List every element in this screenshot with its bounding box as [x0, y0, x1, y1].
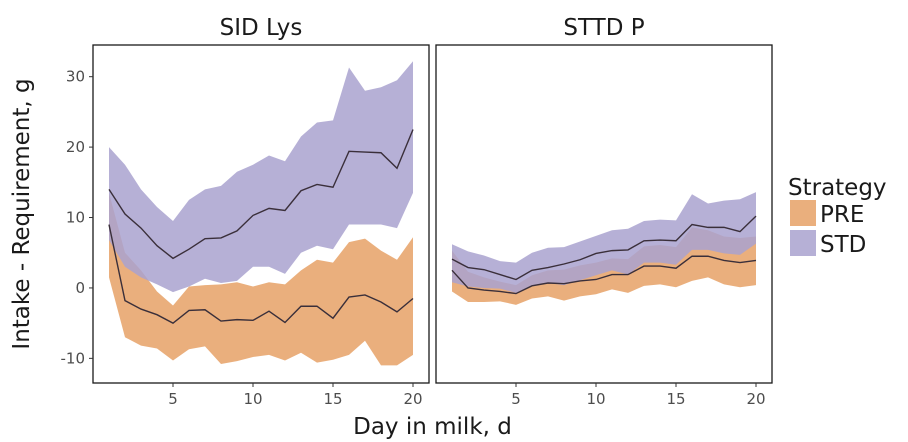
mean-line-std-sid-lys	[108, 129, 414, 260]
y-tick-label: 20	[66, 138, 85, 156]
x-tick-label: 20	[746, 390, 765, 408]
y-axis-title: Intake - Requirement, g	[9, 78, 35, 349]
panel-border-sttd-p	[435, 44, 773, 384]
x-tick-label: 10	[243, 390, 262, 408]
panel-data-sid-lys	[108, 61, 414, 366]
legend-label-std: STD	[820, 232, 866, 258]
x-tick-label: 5	[168, 390, 178, 408]
ribbon-std-sttd-p	[452, 192, 756, 293]
x-tick-label: 20	[403, 390, 422, 408]
x-axis-title: Day in milk, d	[353, 414, 512, 440]
legend-title: Strategy	[788, 175, 887, 201]
ribbon-pre-sid-lys	[109, 192, 413, 366]
mean-line-pre-sttd-p	[451, 255, 757, 295]
x-tick-label: 15	[323, 390, 342, 408]
panel-sttd-p: STTD P 5 10 15 20	[435, 15, 773, 408]
legend-swatch-pre	[790, 200, 816, 226]
panel-sid-lys: SID Lys 5 10 15 20 -10 0 10 20 30	[61, 15, 430, 408]
panel-border-sid-lys	[92, 44, 430, 384]
y-tick-label: 0	[75, 279, 85, 297]
x-tick-label: 10	[586, 390, 605, 408]
legend-swatch-std	[790, 230, 816, 256]
x-tick-label: 5	[511, 390, 521, 408]
y-tick-label: 10	[66, 209, 85, 227]
mean-line-pre-sid-lys	[108, 224, 414, 324]
x-tick-label: 15	[666, 390, 685, 408]
y-tick-label: 30	[66, 68, 85, 86]
legend-label-pre: PRE	[820, 202, 864, 228]
y-tick-label: -10	[61, 349, 86, 367]
mean-line-std-sttd-p	[451, 215, 757, 281]
panel-data-sttd-p	[451, 192, 757, 305]
panel-title-sid-lys: SID Lys	[220, 15, 303, 41]
panel-title-sttd-p: STTD P	[563, 15, 644, 41]
ribbon-std-sid-lys	[109, 61, 413, 293]
